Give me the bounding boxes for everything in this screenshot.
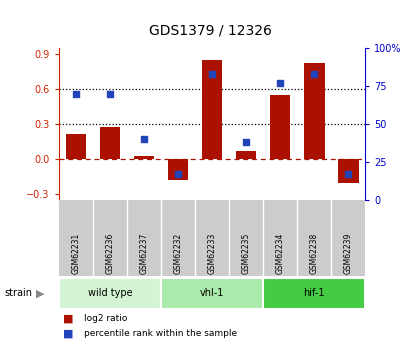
Text: GSM62233: GSM62233 (207, 233, 217, 275)
Point (243, 140, 249, 145)
Point (277, 80, 284, 86)
Point (141, 137, 147, 142)
Text: GSM62231: GSM62231 (71, 233, 80, 275)
Bar (202, 60, 222, 159)
Text: ■: ■ (63, 329, 74, 339)
Bar (236, 151, 256, 159)
Text: GSM62232: GSM62232 (173, 233, 183, 275)
Text: percentile rank within the sample: percentile rank within the sample (84, 329, 237, 338)
Text: hif-1: hif-1 (304, 288, 325, 297)
Point (311, 71, 318, 77)
Text: GSM62238: GSM62238 (310, 233, 319, 275)
Text: log2 ratio: log2 ratio (84, 314, 127, 323)
Bar (66, 134, 86, 159)
Text: strain: strain (4, 288, 32, 298)
Point (73, 91, 79, 97)
Text: ▶: ▶ (36, 288, 44, 298)
Point (209, 71, 215, 77)
Bar (100, 127, 120, 159)
Bar (134, 156, 154, 159)
Bar (270, 95, 291, 159)
Text: GSM62237: GSM62237 (139, 233, 148, 275)
Point (345, 171, 352, 177)
Text: vhl-1: vhl-1 (200, 288, 224, 297)
Bar (263, 278, 365, 309)
Text: GSM62235: GSM62235 (241, 233, 251, 275)
Bar (161, 278, 263, 309)
Bar (338, 159, 359, 183)
Text: GDS1379 / 12326: GDS1379 / 12326 (149, 24, 271, 38)
Bar (59, 278, 161, 309)
Text: wild type: wild type (88, 288, 132, 297)
Text: ■: ■ (63, 313, 74, 323)
Text: GSM62236: GSM62236 (105, 233, 114, 275)
Bar (168, 159, 188, 180)
Point (175, 171, 181, 177)
Text: GSM62234: GSM62234 (276, 233, 285, 275)
Bar (304, 63, 325, 159)
Text: GSM62239: GSM62239 (344, 233, 353, 275)
Point (107, 91, 113, 97)
